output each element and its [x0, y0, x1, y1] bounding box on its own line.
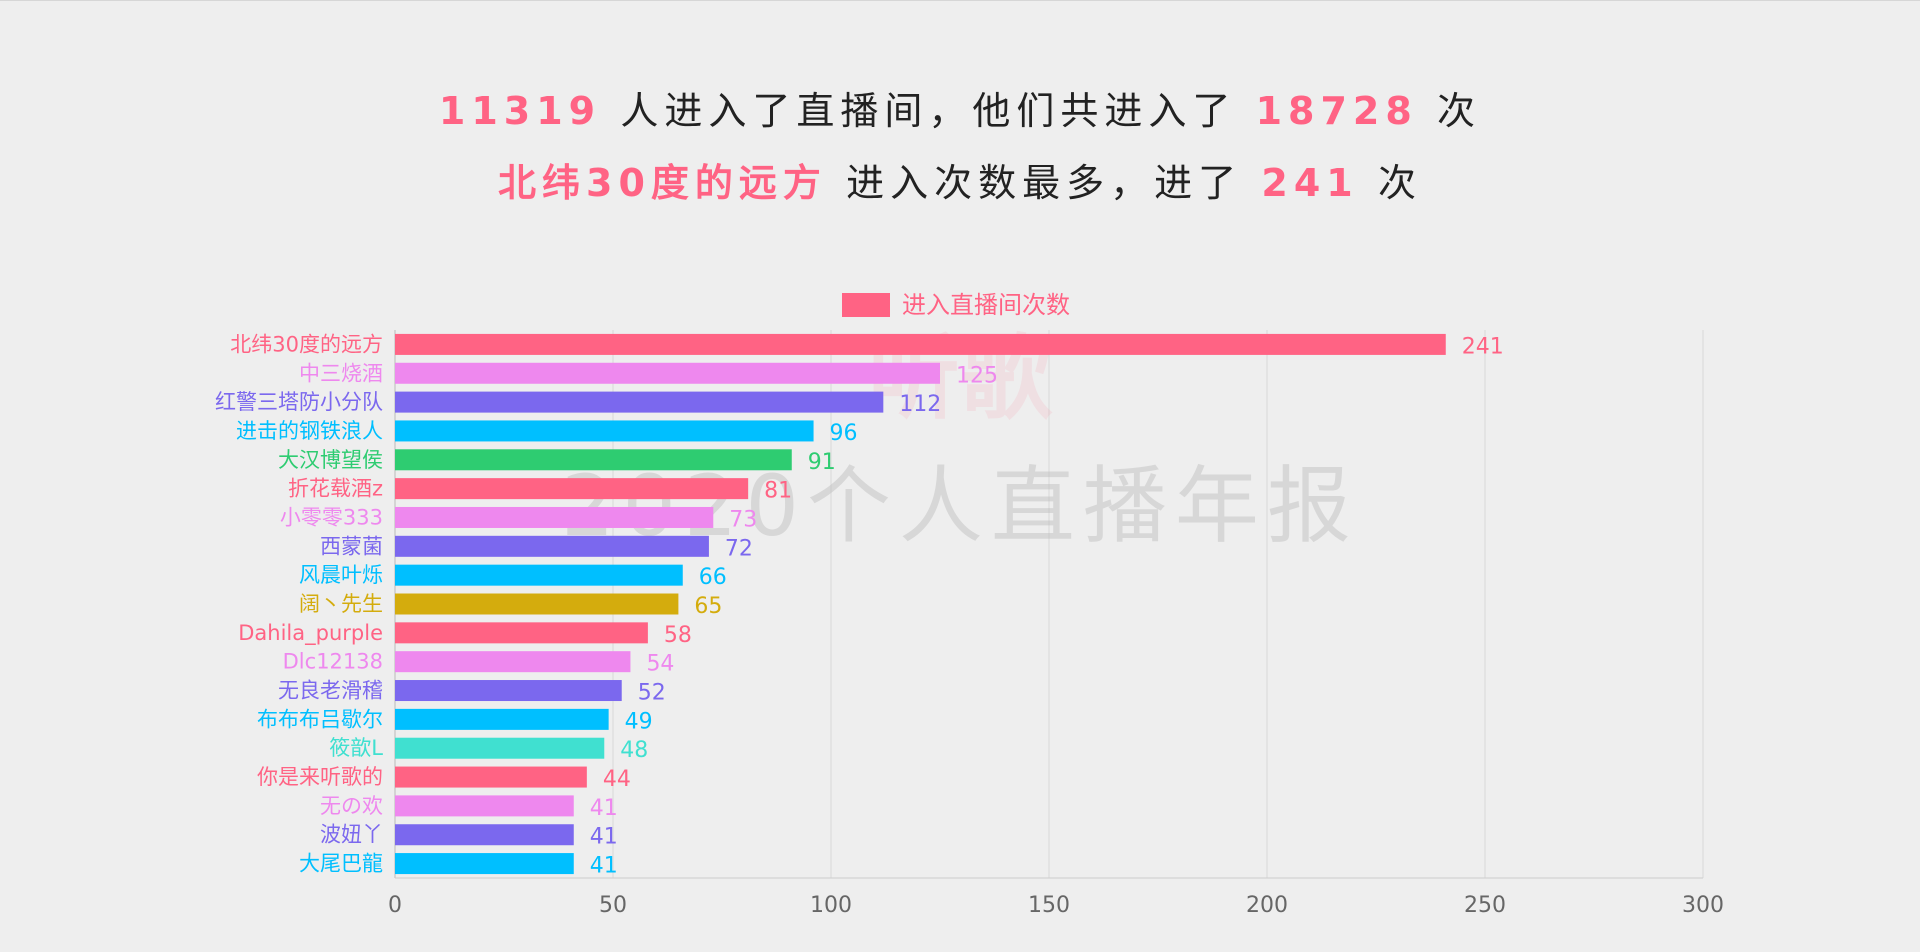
viewer-count: 11319 — [438, 89, 602, 133]
category-label: 小零零333 — [280, 505, 383, 529]
category-label: 风晨叶烁 — [299, 563, 383, 587]
data-label: 41 — [590, 854, 618, 879]
category-label: 无良老滑稽 — [278, 679, 383, 703]
data-label: 41 — [590, 825, 618, 850]
data-label: 91 — [808, 450, 836, 475]
data-label: 44 — [603, 767, 631, 792]
summary-text-2b: 次 — [1377, 161, 1422, 205]
data-label: 125 — [956, 363, 998, 388]
bar[interactable] — [395, 333, 1446, 355]
top-divider — [0, 0, 1920, 1]
category-label: 进击的钢铁浪人 — [236, 419, 383, 443]
bar[interactable] — [395, 593, 679, 615]
data-label: 48 — [620, 738, 648, 763]
bar[interactable] — [395, 478, 749, 500]
legend-swatch[interactable] — [842, 293, 890, 317]
bar[interactable] — [395, 420, 814, 442]
x-axis-ticks: 0 50 100 150 200 250 300 — [388, 893, 1724, 918]
summary-text-1a: 人进入了直播间，他们共进入了 — [620, 89, 1237, 133]
category-label: 波妞丫 — [320, 823, 383, 847]
bar[interactable] — [395, 449, 792, 471]
x-tick-label: 100 — [810, 893, 852, 918]
category-label: 阔丶先生 — [299, 592, 383, 616]
category-label: 折花载酒z — [288, 477, 383, 501]
top-user-count: 241 — [1261, 161, 1359, 205]
category-label: 西蒙菌 — [320, 534, 383, 558]
bar[interactable] — [395, 708, 609, 730]
category-label: 布布布吕歇尔 — [257, 707, 383, 731]
x-tick-label: 150 — [1028, 893, 1070, 918]
category-label: 无の欢 — [320, 794, 383, 818]
data-label: 73 — [729, 507, 757, 532]
data-label: 81 — [764, 479, 792, 504]
bar[interactable] — [395, 766, 587, 788]
legend[interactable]: 进入直播间次数 — [842, 291, 1070, 319]
data-label: 49 — [625, 709, 653, 734]
bar[interactable] — [395, 535, 709, 557]
bar[interactable] — [395, 391, 884, 413]
category-label: 中三烧酒 — [299, 361, 383, 385]
x-tick-label: 300 — [1682, 893, 1724, 918]
category-label: 你是来听歌的 — [257, 765, 383, 789]
data-label: 65 — [694, 594, 722, 619]
top-user-name: 北纬30度的远方 — [498, 161, 827, 205]
bar[interactable] — [395, 824, 574, 846]
entry-count: 18728 — [1255, 89, 1418, 133]
data-label: 96 — [830, 421, 858, 446]
category-label: Dahila_purple — [238, 621, 383, 646]
data-label: 72 — [725, 536, 753, 561]
summary-line-2: 北纬30度的远方 进入次数最多，进了 241 次 — [0, 152, 1920, 207]
bars-group — [395, 333, 1446, 875]
data-label: 66 — [699, 565, 727, 590]
data-label: 58 — [664, 623, 692, 648]
bar[interactable] — [395, 737, 605, 759]
bar[interactable] — [395, 853, 574, 875]
data-label: 54 — [646, 652, 674, 677]
data-label: 41 — [590, 796, 618, 821]
bar[interactable] — [395, 622, 648, 644]
bar[interactable] — [395, 506, 714, 528]
category-label: Dlc12138 — [283, 650, 383, 674]
bar[interactable] — [395, 564, 683, 586]
bar[interactable] — [395, 651, 631, 673]
bar[interactable] — [395, 795, 574, 817]
data-label: 112 — [899, 392, 941, 417]
category-label: 红警三塔防小分队 — [215, 390, 383, 414]
category-label: 大尾巴龍 — [299, 852, 383, 876]
summary-text-2a: 进入次数最多，进了 — [846, 161, 1243, 205]
category-label: 大汉博望侯 — [278, 448, 383, 472]
bar[interactable] — [395, 680, 622, 702]
x-tick-label: 200 — [1246, 893, 1288, 918]
data-label: 52 — [638, 681, 666, 706]
x-tick-label: 0 — [388, 893, 402, 918]
summary-line-1: 11319 人进入了直播间，他们共进入了 18728 次 — [0, 80, 1920, 135]
summary-text-1b: 次 — [1437, 89, 1482, 133]
data-label: 241 — [1462, 334, 1504, 359]
category-label: 筱歆L — [329, 736, 383, 760]
x-tick-label: 250 — [1464, 893, 1506, 918]
x-tick-label: 50 — [599, 893, 627, 918]
category-label: 北纬30度的远方 — [230, 332, 383, 356]
bar[interactable] — [395, 362, 940, 384]
legend-label[interactable]: 进入直播间次数 — [902, 291, 1070, 319]
